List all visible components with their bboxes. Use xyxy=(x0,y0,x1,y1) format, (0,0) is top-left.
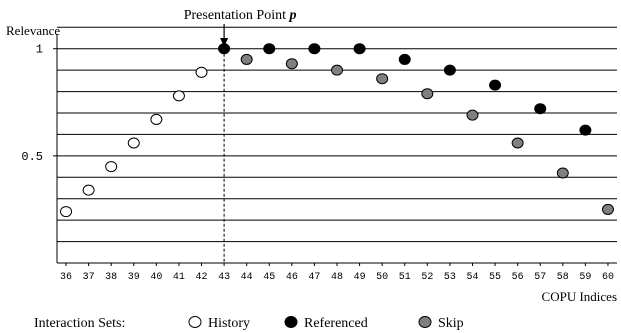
referenced-point xyxy=(443,64,456,76)
legend-title: Interaction Sets: xyxy=(34,316,125,331)
referenced-point xyxy=(218,43,231,55)
referenced-point xyxy=(263,43,276,55)
referenced-legend-marker xyxy=(284,316,298,328)
skip-point xyxy=(601,203,614,215)
x-tick-label: 57 xyxy=(534,272,546,283)
x-tick-label: 40 xyxy=(150,272,162,283)
skip-point xyxy=(240,53,253,65)
presentation-point-annotation: Presentation Point p xyxy=(184,8,297,263)
history-point xyxy=(82,184,95,196)
skip-point xyxy=(511,137,524,149)
x-tick-label: 47 xyxy=(308,272,320,283)
referenced-legend-label: Referenced xyxy=(304,316,368,331)
legend: Interaction Sets: History Referenced Skip xyxy=(34,316,464,331)
skip-legend-marker xyxy=(418,316,432,328)
x-tick-label: 37 xyxy=(83,272,95,283)
referenced-point xyxy=(308,43,321,55)
history-legend-marker xyxy=(188,316,202,328)
history-point xyxy=(60,206,73,218)
history-point xyxy=(172,90,185,102)
x-tick-label: 49 xyxy=(354,272,366,283)
x-tick-label: 38 xyxy=(105,272,117,283)
skip-point xyxy=(466,109,479,121)
grid-lines xyxy=(57,26,617,243)
skip-legend-label: Skip xyxy=(438,316,464,331)
x-axis-label: COPU Indices xyxy=(542,289,617,304)
referenced-point xyxy=(489,79,502,91)
x-tick-label: 50 xyxy=(376,272,388,283)
skip-point xyxy=(421,88,434,100)
x-tick-label: 55 xyxy=(489,272,501,283)
x-tick-label: 43 xyxy=(218,272,230,283)
referenced-point xyxy=(534,103,547,115)
x-tick-label: 39 xyxy=(128,272,140,283)
x-tick-label: 45 xyxy=(263,272,275,283)
x-tick-label: 48 xyxy=(331,272,343,283)
x-tick-label: 60 xyxy=(602,272,614,283)
presentation-point-label: Presentation Point p xyxy=(184,8,297,23)
skip-point xyxy=(331,64,343,76)
referenced-point xyxy=(353,43,366,55)
skip-point xyxy=(285,58,298,70)
skip-point xyxy=(556,167,569,179)
skip-point xyxy=(376,73,389,85)
referenced-point xyxy=(579,124,592,136)
x-tick-label: 52 xyxy=(421,272,433,283)
x-tick-label: 59 xyxy=(579,272,591,283)
history-point xyxy=(150,113,163,125)
x-tick-label: 54 xyxy=(466,272,478,283)
x-tick-label: 42 xyxy=(196,272,208,283)
x-tick-label: 53 xyxy=(444,272,456,283)
history-legend-label: History xyxy=(208,316,250,331)
x-tick-label: 46 xyxy=(286,272,298,283)
y-tick-label: 1 xyxy=(36,43,43,57)
x-tick-labels: 36 37 38 39 40 41 42 43 44 45 46 47 48 49 50 51 52 53 54 55… xyxy=(60,263,614,283)
x-tick-label: 44 xyxy=(241,272,253,283)
history-point xyxy=(105,161,118,173)
x-tick-label: 56 xyxy=(512,272,524,283)
x-tick-label: 41 xyxy=(173,272,185,283)
history-point xyxy=(127,137,140,149)
x-tick-label: 58 xyxy=(557,272,569,283)
x-tick-label: 51 xyxy=(399,272,411,283)
presentation-point-arrow-head xyxy=(220,38,229,47)
history-point xyxy=(195,66,208,78)
y-tick-labels: 10.5 xyxy=(21,43,57,164)
referenced-point xyxy=(398,53,411,65)
y-tick-label: 0.5 xyxy=(21,150,43,164)
data-points xyxy=(60,43,614,218)
y-axis-label: Relevance xyxy=(6,23,60,38)
x-tick-label: 36 xyxy=(60,272,72,283)
